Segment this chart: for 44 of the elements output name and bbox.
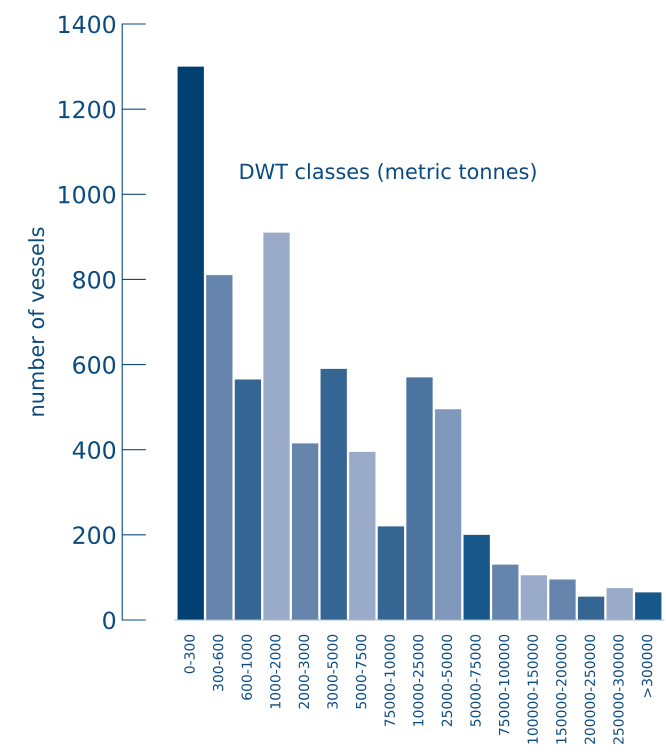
bar — [606, 588, 633, 620]
bar — [234, 379, 262, 620]
x-tick-label: 150000-200000 — [556, 634, 567, 744]
x-tick-label: 10000-25000 — [413, 634, 424, 726]
y-tick-label: 1000 — [59, 186, 116, 204]
bar — [635, 592, 662, 620]
y-tick-label: 400 — [72, 441, 116, 460]
x-tick-label: 50000-75000 — [470, 634, 481, 726]
x-tick-label: 300-600 — [212, 634, 224, 691]
bar — [378, 526, 404, 620]
x-tick-label: 600-1000 — [241, 634, 252, 700]
bar — [349, 452, 376, 620]
y-tick-label: 1200 — [59, 100, 116, 118]
bar — [434, 409, 462, 620]
x-tick-label: 75000-100000 — [498, 634, 510, 735]
bar — [578, 596, 604, 620]
bar — [406, 377, 433, 620]
bar — [320, 368, 347, 620]
bar — [549, 580, 576, 620]
x-tick-label: 200000-250000 — [584, 634, 596, 744]
x-tick-label: 100000-150000 — [527, 634, 538, 744]
bar — [263, 232, 290, 620]
x-tick-label: 25000-50000 — [442, 634, 452, 726]
bar — [178, 66, 204, 620]
x-tick-label: 2000-3000 — [298, 634, 310, 709]
y-tick-label: 0 — [103, 611, 116, 630]
y-tick-label: 200 — [73, 526, 116, 544]
bar — [520, 575, 548, 620]
bar — [464, 534, 490, 620]
x-tick-label: 1000-2000 — [270, 634, 281, 708]
bar — [206, 275, 232, 620]
bar — [492, 564, 518, 620]
x-tick-label: 0-300 — [184, 634, 195, 674]
x-tick-label: 75000-10000 — [384, 634, 395, 726]
annotation: DWT classes (metric tonnes) — [240, 163, 536, 182]
y-axis-title: number of vessels — [28, 228, 44, 416]
x-tick-label: 250000-300000 — [613, 634, 624, 744]
y-tick-label: 800 — [73, 270, 116, 289]
x-tick-label: >300000 — [642, 634, 652, 698]
bar — [292, 443, 318, 620]
x-tick-label: 5000-7500 — [356, 634, 366, 709]
x-tick-label: 3000-5000 — [327, 634, 338, 709]
y-tick-label: 600 — [73, 356, 116, 374]
y-tick-label: 1400 — [59, 15, 116, 34]
